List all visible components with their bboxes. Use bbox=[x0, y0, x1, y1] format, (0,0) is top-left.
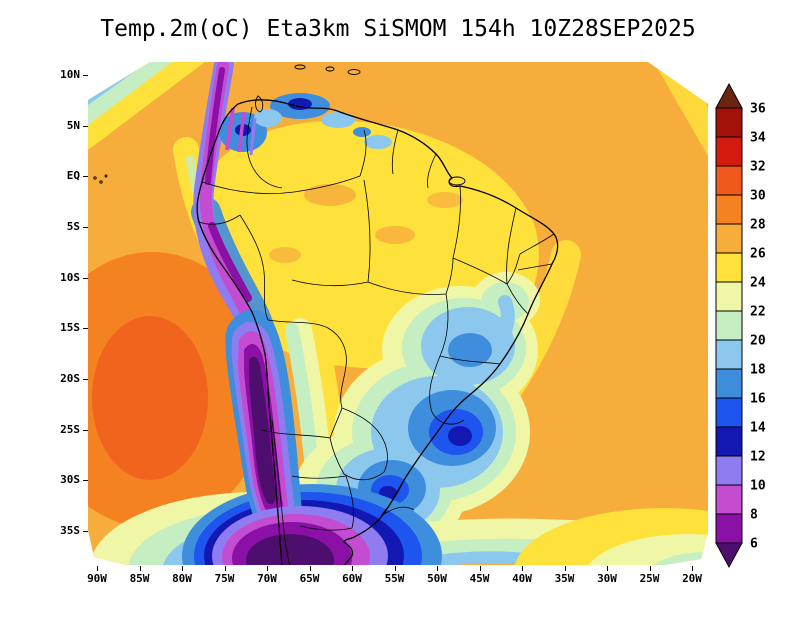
lat-tick-label: 15S bbox=[60, 321, 80, 335]
lon-tick-mark bbox=[607, 566, 608, 571]
lat-tick-label: 10N bbox=[60, 68, 80, 81]
lon-tick-mark bbox=[649, 566, 651, 571]
lon-tick-mark bbox=[309, 566, 311, 571]
colorbar-box bbox=[715, 223, 743, 254]
colorbar-tick-label: 32 bbox=[750, 160, 766, 175]
colorbar-tick-label: 12 bbox=[750, 450, 766, 465]
lat-tick-label: 5S bbox=[66, 220, 80, 233]
lat-tick-label: EQ bbox=[66, 169, 80, 183]
lat-tick-mark bbox=[83, 429, 88, 431]
lat-tick-label: 35S bbox=[60, 524, 80, 538]
colorbar-box bbox=[715, 281, 743, 312]
colorbar-box bbox=[715, 194, 743, 225]
lon-tick-mark bbox=[139, 566, 141, 571]
colorbar-tick-label: 26 bbox=[750, 247, 766, 262]
political-borders bbox=[198, 106, 555, 565]
colorbar-box bbox=[715, 165, 743, 196]
lon-tick-label: 60W bbox=[342, 572, 362, 585]
patagonia-cold-core bbox=[212, 506, 388, 565]
colorbar-box bbox=[715, 455, 743, 486]
colorbar-tick-label: 36 bbox=[750, 102, 766, 117]
latitude-axis: 10N 5N EQ 5S 10S 15S 20S 25S 30S 35S bbox=[0, 0, 80, 618]
lat-tick-mark bbox=[83, 125, 88, 127]
plot-title: Temp.2m(oC) Eta3km SiSMOM 154h 10Z28SEP2… bbox=[100, 16, 696, 42]
islands bbox=[93, 64, 466, 186]
lon-tick-mark bbox=[522, 566, 523, 571]
lat-tick-label: 5N bbox=[66, 118, 80, 132]
lon-tick-label: 90W bbox=[87, 572, 107, 585]
lat-tick-label: 20S bbox=[60, 372, 80, 386]
lat-tick-mark bbox=[83, 176, 88, 178]
lon-tick-mark bbox=[437, 566, 438, 571]
lon-tick-label: 55W bbox=[384, 572, 405, 585]
northern-highlands-patches bbox=[219, 93, 392, 156]
south-america-coastline bbox=[196, 99, 559, 565]
lon-tick-label: 30W bbox=[597, 572, 617, 585]
temperature-field bbox=[88, 62, 708, 565]
colorbar-tick-label: 18 bbox=[750, 363, 766, 378]
lon-tick-mark bbox=[182, 566, 183, 571]
lat-tick-mark bbox=[83, 75, 88, 76]
pacific-warm-pool bbox=[88, 252, 270, 528]
lon-tick-mark bbox=[692, 566, 693, 571]
colorbar-box bbox=[715, 368, 743, 399]
lat-tick-label: 30S bbox=[60, 473, 80, 487]
colorbar-tick-label: 6 bbox=[750, 537, 758, 552]
lon-tick-label: 70W bbox=[257, 572, 277, 585]
colorbar-tick-label: 24 bbox=[750, 276, 766, 291]
colorbar-tick-label: 16 bbox=[750, 392, 766, 407]
lon-tick-label: 75W bbox=[214, 572, 235, 585]
colorbar-box bbox=[715, 484, 743, 515]
colorbar-tick-label: 34 bbox=[750, 131, 766, 146]
lat-tick-mark bbox=[83, 227, 88, 228]
lon-tick-mark bbox=[97, 566, 98, 571]
colorbar-box bbox=[715, 397, 743, 428]
colorbar-tick-label: 30 bbox=[750, 189, 766, 204]
lat-tick-mark bbox=[83, 480, 88, 482]
colorbar-tick-label: 28 bbox=[750, 218, 766, 233]
colorbar-arrow-low bbox=[715, 542, 743, 569]
lon-tick-label: 40W bbox=[512, 572, 532, 585]
colorbar-box bbox=[715, 513, 743, 544]
lat-tick-mark bbox=[83, 277, 88, 279]
lat-tick-label: 25S bbox=[60, 422, 80, 436]
lon-tick-label: 25W bbox=[639, 572, 660, 585]
coastlines-and-borders bbox=[93, 64, 559, 565]
lon-tick-mark bbox=[394, 566, 396, 571]
lon-tick-label: 65W bbox=[299, 572, 320, 585]
lon-tick-label: 45W bbox=[469, 572, 490, 585]
colorbar: 36 34 32 30 28 26 24 22 20 18 16 14 12 10 8 6 bbox=[714, 82, 798, 582]
lon-tick-mark bbox=[479, 566, 481, 571]
lat-tick-mark bbox=[83, 379, 88, 381]
colorbar-tick-label: 8 bbox=[750, 508, 758, 523]
colorbar-tick-label: 10 bbox=[750, 479, 766, 494]
lon-tick-mark bbox=[352, 566, 353, 571]
colorbar-box bbox=[715, 426, 743, 457]
longitude-axis: 90W 85W 80W 75W 70W 65W 60W 55W 50W 45W 40W 35W 30W 2… bbox=[0, 572, 800, 590]
lon-tick-mark bbox=[564, 566, 566, 571]
lon-tick-label: 85W bbox=[129, 572, 150, 585]
colorbar-box bbox=[715, 136, 743, 167]
lat-tick-mark bbox=[83, 531, 88, 533]
colorbar-box bbox=[715, 252, 743, 283]
colorbar-box bbox=[715, 107, 743, 138]
andes-cold-band bbox=[191, 62, 306, 560]
colorbar-arrow-high bbox=[715, 82, 743, 109]
colorbar-tick-label: 14 bbox=[750, 421, 766, 436]
colorbar-box bbox=[715, 339, 743, 370]
lon-tick-label: 80W bbox=[172, 572, 192, 585]
lon-tick-mark bbox=[224, 566, 226, 571]
lon-tick-label: 20W bbox=[682, 572, 702, 585]
lon-tick-label: 50W bbox=[427, 572, 447, 585]
colorbar-box bbox=[715, 310, 743, 341]
colorbar-svg: 36 34 32 30 28 26 24 22 20 18 16 14 12 10 8 6 bbox=[715, 82, 766, 569]
lon-tick-mark bbox=[267, 566, 268, 571]
lat-tick-mark bbox=[83, 328, 88, 330]
colorbar-tick-label: 20 bbox=[750, 334, 766, 349]
lat-tick-label: 10S bbox=[60, 270, 80, 284]
lon-tick-label: 35W bbox=[554, 572, 575, 585]
colorbar-tick-label: 22 bbox=[750, 305, 766, 320]
